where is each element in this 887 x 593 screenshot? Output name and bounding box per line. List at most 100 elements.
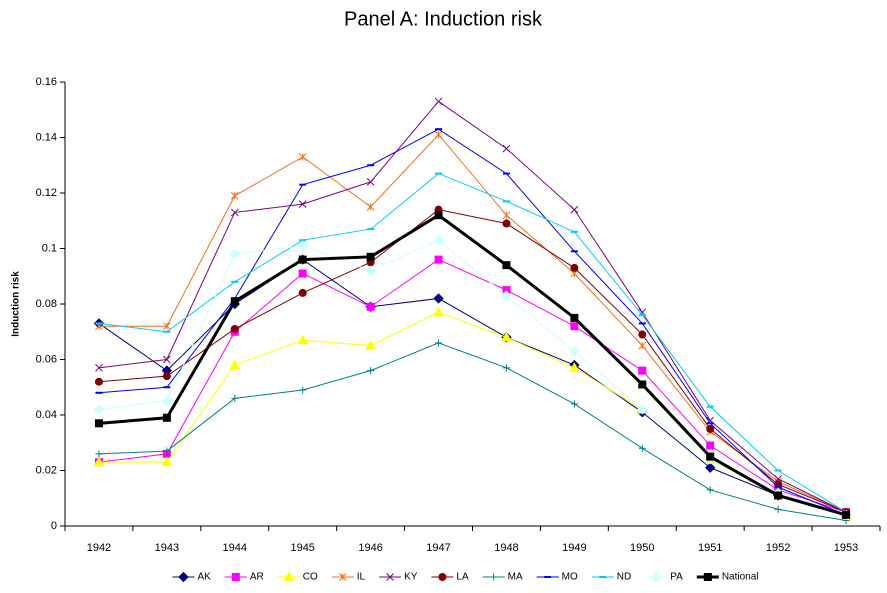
marker (229, 248, 240, 260)
series-line (98, 209, 847, 513)
legend-label: PA (670, 572, 683, 583)
marker (283, 571, 295, 581)
marker (163, 322, 171, 331)
y-tick-label: 0.08 (36, 298, 57, 310)
marker (230, 297, 239, 306)
series-line (98, 213, 847, 517)
marker (570, 263, 579, 272)
marker (638, 380, 647, 389)
y-tick-label: 0.14 (36, 131, 57, 143)
marker (366, 178, 375, 186)
marker (502, 211, 511, 220)
marker (93, 404, 105, 415)
marker (433, 293, 444, 304)
x-tick-label: 1949 (562, 542, 586, 554)
marker (570, 313, 579, 322)
x-tick-label: 1944 (223, 542, 247, 554)
marker (161, 395, 173, 407)
marker (435, 339, 443, 347)
marker (163, 355, 171, 364)
marker (570, 400, 578, 408)
marker (231, 394, 239, 402)
y-tick-label: 0.02 (36, 464, 57, 476)
marker (366, 203, 375, 211)
marker (93, 456, 105, 467)
marker (433, 306, 444, 317)
marker (502, 219, 511, 228)
series-line (98, 259, 847, 513)
y-tick-label: 0 (51, 520, 57, 532)
marker (638, 444, 646, 452)
x-tick-label: 1953 (834, 542, 858, 554)
marker (231, 573, 240, 581)
marker (298, 153, 307, 161)
marker (570, 322, 579, 331)
marker (638, 330, 647, 339)
marker (706, 424, 715, 433)
marker (299, 386, 307, 394)
x-tick-label: 1943 (155, 542, 179, 554)
series-line (98, 128, 847, 516)
legend: AK AR CO IL KY LA MA MO ND PA National (172, 571, 759, 583)
marker (706, 452, 715, 461)
marker (365, 340, 376, 350)
marker (433, 234, 444, 246)
marker (434, 130, 443, 139)
marker (298, 269, 307, 278)
marker (774, 505, 782, 513)
y-tick-label: 0.12 (36, 187, 57, 199)
marker (229, 359, 241, 370)
marker (570, 205, 579, 214)
marker (94, 377, 103, 386)
marker (706, 441, 715, 450)
marker (162, 413, 171, 422)
x-tick-label: 1951 (698, 542, 722, 554)
marker (703, 573, 712, 581)
series-line (98, 100, 847, 513)
marker (434, 255, 443, 264)
marker (298, 200, 307, 208)
marker (95, 363, 103, 372)
legend-label: CO (303, 572, 318, 583)
marker (366, 252, 375, 261)
y-axis-label: Induction risk (11, 271, 22, 337)
marker (842, 510, 851, 519)
series-line (98, 239, 847, 516)
marker (178, 571, 189, 583)
marker (501, 290, 512, 301)
x-tick-label: 1942 (87, 542, 111, 554)
y-tick-label: 0.16 (36, 76, 57, 88)
marker (161, 456, 173, 467)
marker (638, 341, 647, 350)
marker (438, 573, 447, 581)
y-tick-label: 0.06 (36, 353, 57, 365)
series-line (98, 172, 847, 513)
marker (705, 462, 716, 473)
series-line (98, 258, 847, 516)
marker (230, 208, 239, 217)
marker (434, 97, 443, 106)
marker (637, 404, 648, 415)
marker (230, 324, 239, 333)
marker (501, 331, 512, 342)
y-tick-label: 0.1 (42, 242, 57, 254)
x-tick-label: 1952 (766, 542, 790, 554)
x-tick-label: 1948 (494, 542, 518, 554)
marker (502, 261, 511, 270)
marker (365, 265, 376, 276)
marker (651, 571, 662, 583)
marker (163, 447, 171, 455)
marker (706, 486, 714, 494)
marker (774, 491, 783, 500)
marker (502, 364, 510, 372)
legend-label: AR (250, 572, 264, 583)
marker (230, 191, 239, 200)
marker (297, 240, 308, 251)
marker (95, 450, 103, 458)
marker (162, 372, 171, 381)
marker (434, 211, 443, 220)
marker (297, 334, 309, 345)
marker (490, 573, 498, 581)
legend-label: National (722, 572, 759, 583)
